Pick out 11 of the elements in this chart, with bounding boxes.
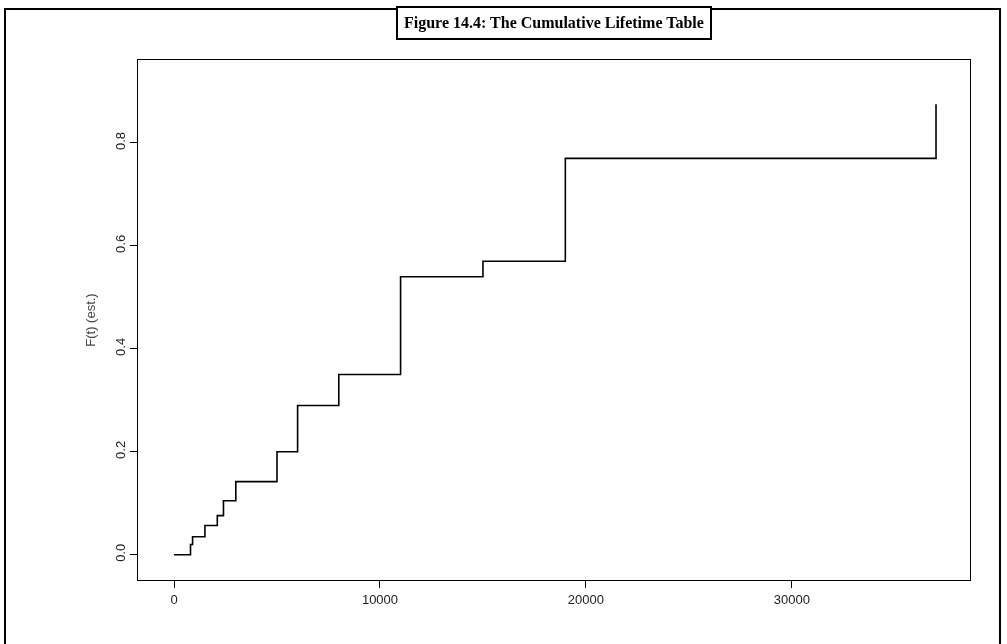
y-tick-label: 0.6 [112,234,128,253]
x-tick-label: 20000 [567,591,604,607]
x-tick-label: 10000 [361,591,399,607]
x-tick-label: 0 [170,591,178,607]
y-tick-label: 0.0 [112,543,128,562]
y-tick-label: 0.4 [112,337,128,356]
x-tick-label: 30000 [773,591,810,607]
chart-title: Figure 14.4: The Cumulative Lifetime Table [404,14,704,32]
y-tick-label: 0.8 [112,131,128,150]
y-tick-label: 0.2 [112,440,128,459]
y-axis-title: F(t) (est.) [82,293,98,347]
